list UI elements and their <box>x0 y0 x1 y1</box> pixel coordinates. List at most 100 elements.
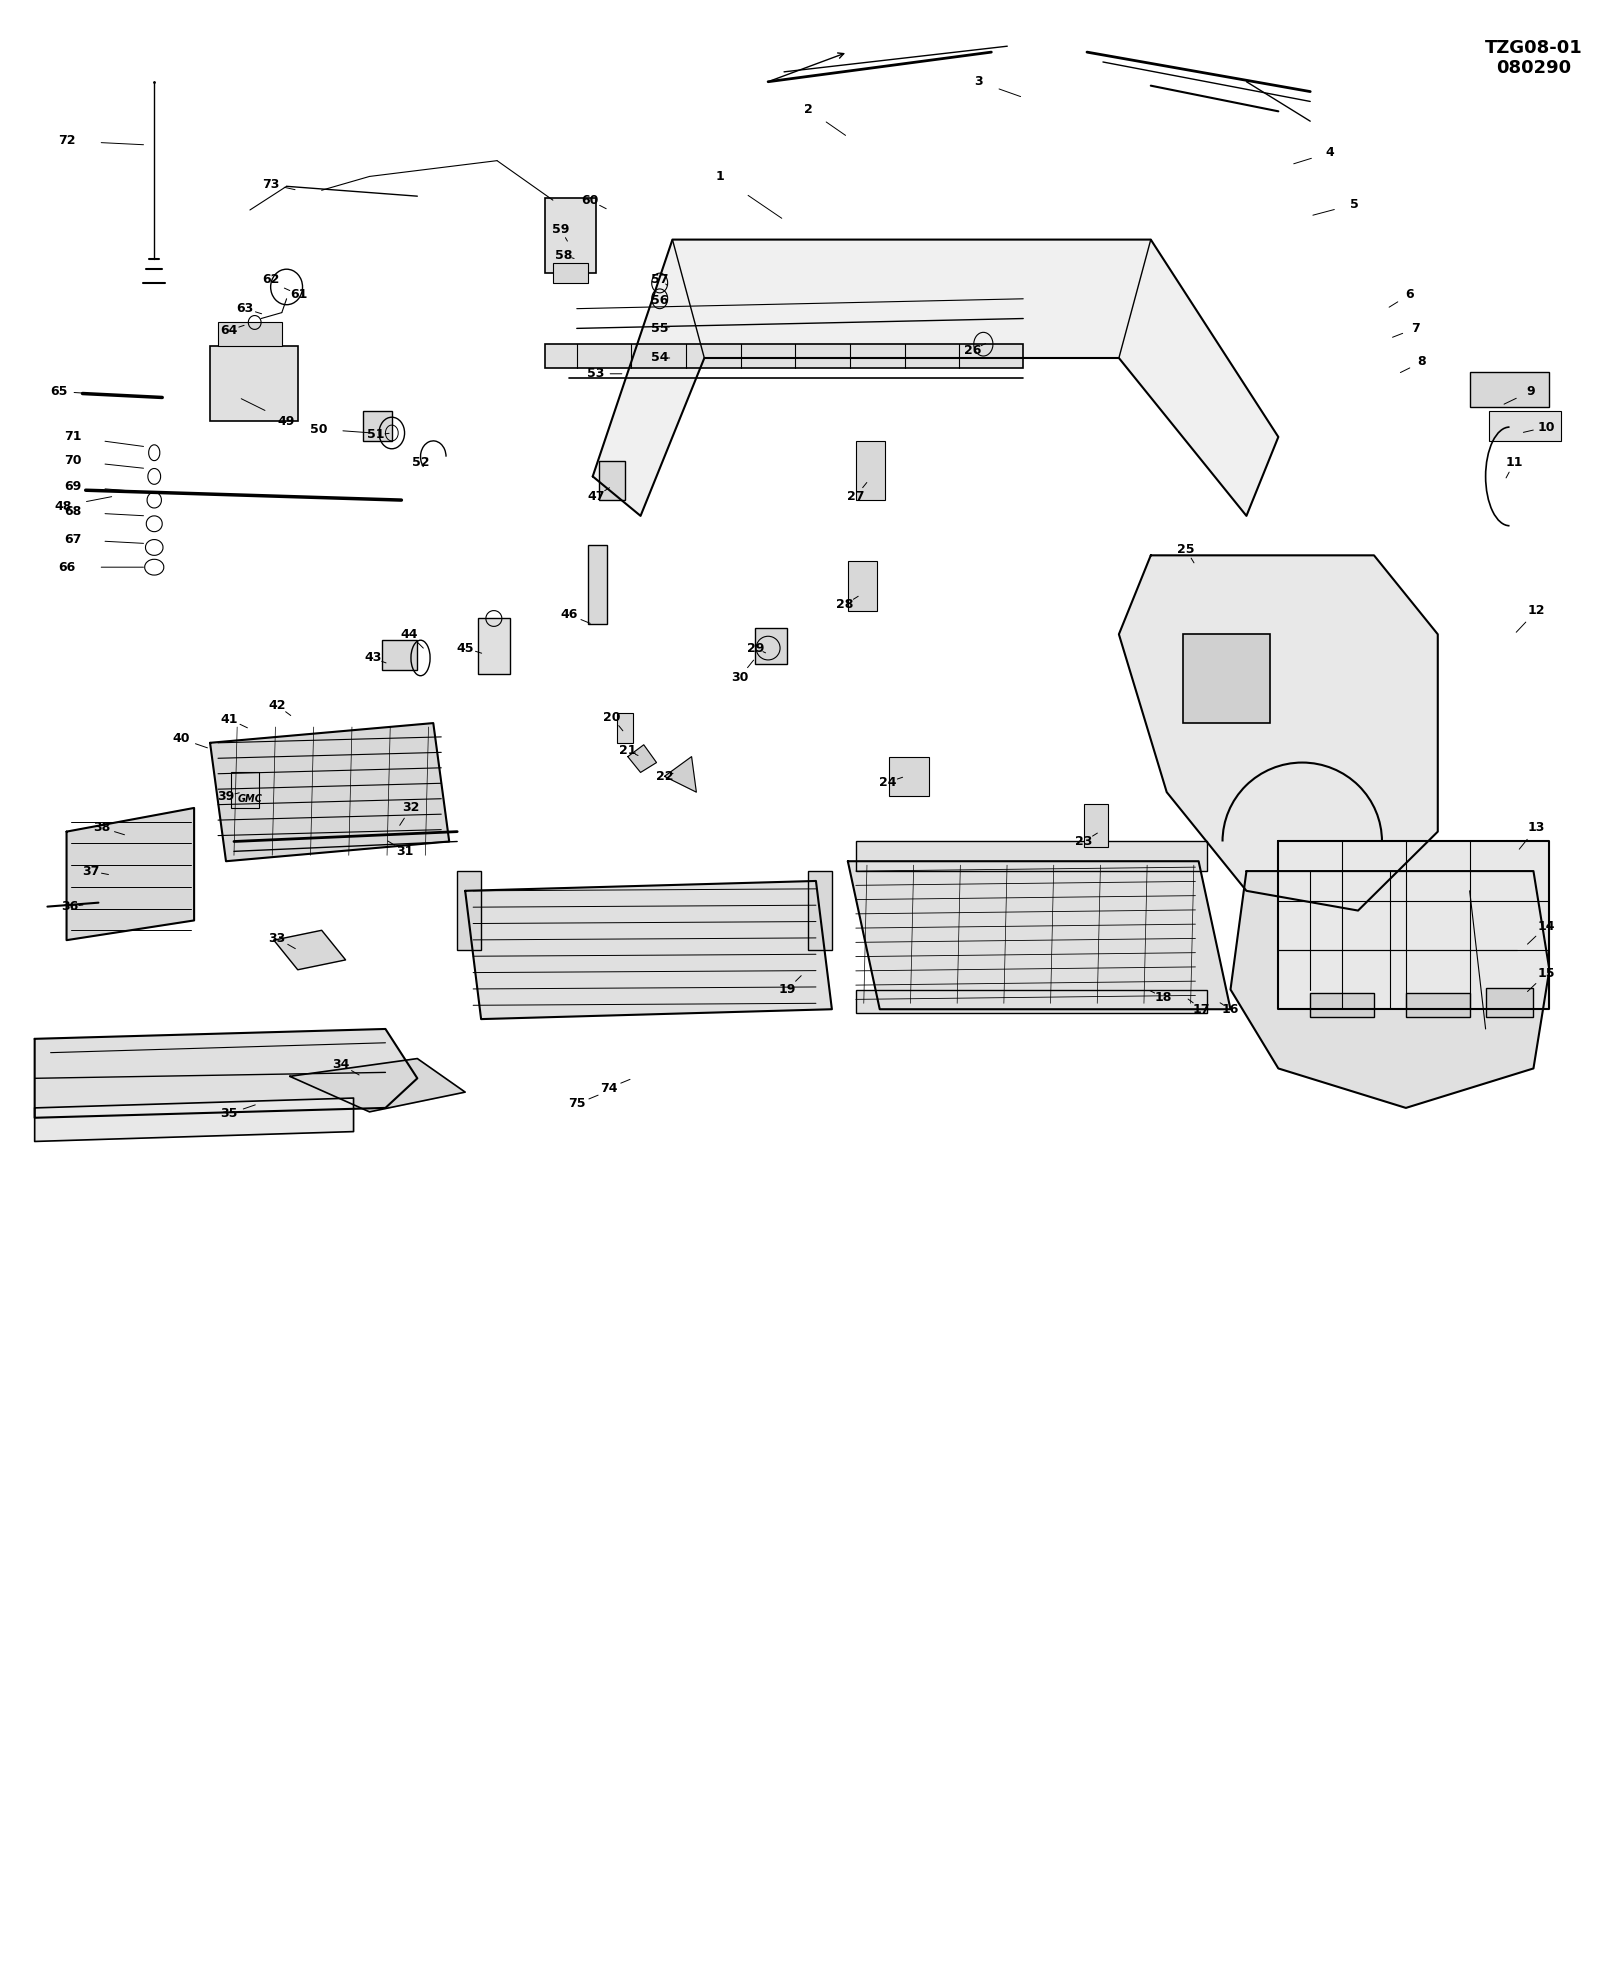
Bar <box>363 412 392 441</box>
Text: 59: 59 <box>552 224 570 236</box>
Polygon shape <box>1278 841 1549 1009</box>
Text: 72: 72 <box>58 135 75 146</box>
Text: 25: 25 <box>1178 542 1195 556</box>
Text: 12: 12 <box>1528 604 1546 617</box>
Bar <box>546 344 1024 368</box>
Text: 75: 75 <box>568 1098 586 1110</box>
Text: 8: 8 <box>1418 356 1426 368</box>
Bar <box>230 772 259 807</box>
Bar <box>856 441 885 501</box>
Polygon shape <box>274 930 346 970</box>
Text: 42: 42 <box>269 699 286 712</box>
Bar <box>587 546 606 625</box>
Bar <box>856 990 1206 1013</box>
Bar <box>554 263 587 283</box>
Text: 16: 16 <box>1222 1003 1238 1015</box>
Text: 71: 71 <box>64 431 82 443</box>
Bar <box>856 841 1206 871</box>
Text: 33: 33 <box>269 932 286 944</box>
Text: 27: 27 <box>846 489 864 503</box>
Text: 29: 29 <box>747 641 765 655</box>
Polygon shape <box>35 1029 418 1118</box>
Text: 30: 30 <box>731 671 749 685</box>
Text: 5: 5 <box>1350 198 1360 210</box>
Text: 47: 47 <box>587 489 605 503</box>
Text: 38: 38 <box>93 821 110 835</box>
Text: 69: 69 <box>64 479 82 493</box>
Polygon shape <box>627 744 656 772</box>
Text: 43: 43 <box>365 651 381 665</box>
Text: 14: 14 <box>1538 920 1555 932</box>
Text: 7: 7 <box>1411 323 1419 334</box>
Text: 54: 54 <box>651 352 669 364</box>
Text: 22: 22 <box>656 770 674 784</box>
Text: 21: 21 <box>619 744 637 758</box>
Text: 56: 56 <box>651 295 669 307</box>
Text: 35: 35 <box>221 1108 238 1120</box>
Polygon shape <box>67 807 194 940</box>
Text: 57: 57 <box>651 273 669 285</box>
Text: 6: 6 <box>1405 289 1413 301</box>
Text: 18: 18 <box>1155 991 1173 1003</box>
Bar <box>1488 412 1560 441</box>
Polygon shape <box>1118 556 1438 910</box>
Text: 55: 55 <box>651 323 669 334</box>
Text: 2: 2 <box>803 103 813 117</box>
Polygon shape <box>664 756 696 792</box>
Text: 53: 53 <box>587 368 605 380</box>
Text: 24: 24 <box>878 776 896 790</box>
Text: 74: 74 <box>600 1083 618 1094</box>
Bar <box>382 639 418 669</box>
Bar <box>1310 993 1374 1017</box>
Polygon shape <box>290 1059 466 1112</box>
Bar <box>458 871 482 950</box>
Text: 44: 44 <box>400 627 418 641</box>
Text: 28: 28 <box>835 598 853 612</box>
Bar <box>1182 635 1270 722</box>
Text: 34: 34 <box>333 1059 349 1071</box>
Text: 60: 60 <box>581 194 598 206</box>
Bar <box>1486 988 1533 1017</box>
Bar <box>808 871 832 950</box>
Text: 37: 37 <box>82 865 99 877</box>
Polygon shape <box>1230 871 1549 1108</box>
Text: 49: 49 <box>278 416 296 427</box>
Polygon shape <box>210 722 450 861</box>
Text: 10: 10 <box>1538 422 1555 433</box>
Bar <box>1083 803 1107 847</box>
Bar <box>616 712 632 742</box>
Text: 63: 63 <box>237 303 254 315</box>
Text: 50: 50 <box>310 424 328 435</box>
Text: 20: 20 <box>603 710 621 724</box>
Text: 3: 3 <box>974 75 982 89</box>
Text: 51: 51 <box>366 429 384 441</box>
Polygon shape <box>592 239 1278 517</box>
Bar <box>478 619 510 673</box>
Bar <box>546 198 595 273</box>
Text: 39: 39 <box>218 790 235 803</box>
Text: TZG08-01: TZG08-01 <box>1485 40 1582 57</box>
Text: 36: 36 <box>61 900 78 912</box>
Text: GMC: GMC <box>237 794 262 803</box>
Text: 48: 48 <box>54 499 72 513</box>
Text: 19: 19 <box>779 984 795 995</box>
Bar <box>598 461 624 501</box>
Bar <box>210 346 298 422</box>
Text: 66: 66 <box>58 560 75 574</box>
Text: 1: 1 <box>715 170 725 182</box>
Text: 23: 23 <box>1075 835 1093 847</box>
Text: 58: 58 <box>555 249 573 261</box>
Text: 15: 15 <box>1538 968 1555 980</box>
Bar <box>1406 993 1470 1017</box>
Text: 46: 46 <box>560 608 578 621</box>
Text: 11: 11 <box>1506 455 1523 469</box>
Polygon shape <box>848 861 1230 1009</box>
Text: 64: 64 <box>221 325 238 336</box>
Text: 13: 13 <box>1528 821 1546 835</box>
Text: 4: 4 <box>1325 146 1334 158</box>
Text: 68: 68 <box>64 505 82 518</box>
Polygon shape <box>466 881 832 1019</box>
Text: 40: 40 <box>173 732 190 746</box>
Text: 45: 45 <box>456 641 474 655</box>
Text: 62: 62 <box>262 273 280 285</box>
